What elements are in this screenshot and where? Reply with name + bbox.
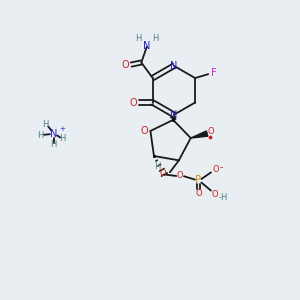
Text: O: O (140, 126, 148, 136)
Text: -H: -H (218, 193, 228, 202)
Text: H: H (152, 34, 158, 43)
Text: O: O (130, 98, 137, 107)
Text: H: H (154, 162, 161, 171)
Text: O: O (160, 169, 166, 178)
Text: H: H (59, 134, 66, 142)
Text: O: O (208, 127, 214, 136)
Text: H: H (135, 34, 142, 43)
Text: F: F (211, 68, 216, 78)
Text: +: + (60, 126, 65, 132)
Text: N: N (170, 110, 178, 120)
Text: O: O (212, 190, 218, 199)
Polygon shape (191, 131, 208, 138)
Text: O: O (195, 188, 202, 197)
Text: N: N (143, 41, 150, 51)
Polygon shape (170, 116, 176, 119)
Text: O: O (177, 171, 183, 180)
Text: O: O (122, 61, 130, 70)
Text: H: H (43, 119, 49, 128)
Text: N: N (170, 61, 178, 71)
Text: H: H (50, 140, 57, 149)
Text: H: H (37, 130, 44, 140)
Text: O: O (212, 165, 219, 174)
Text: N: N (50, 129, 57, 139)
Text: P: P (195, 176, 201, 185)
Text: -: - (220, 162, 224, 172)
